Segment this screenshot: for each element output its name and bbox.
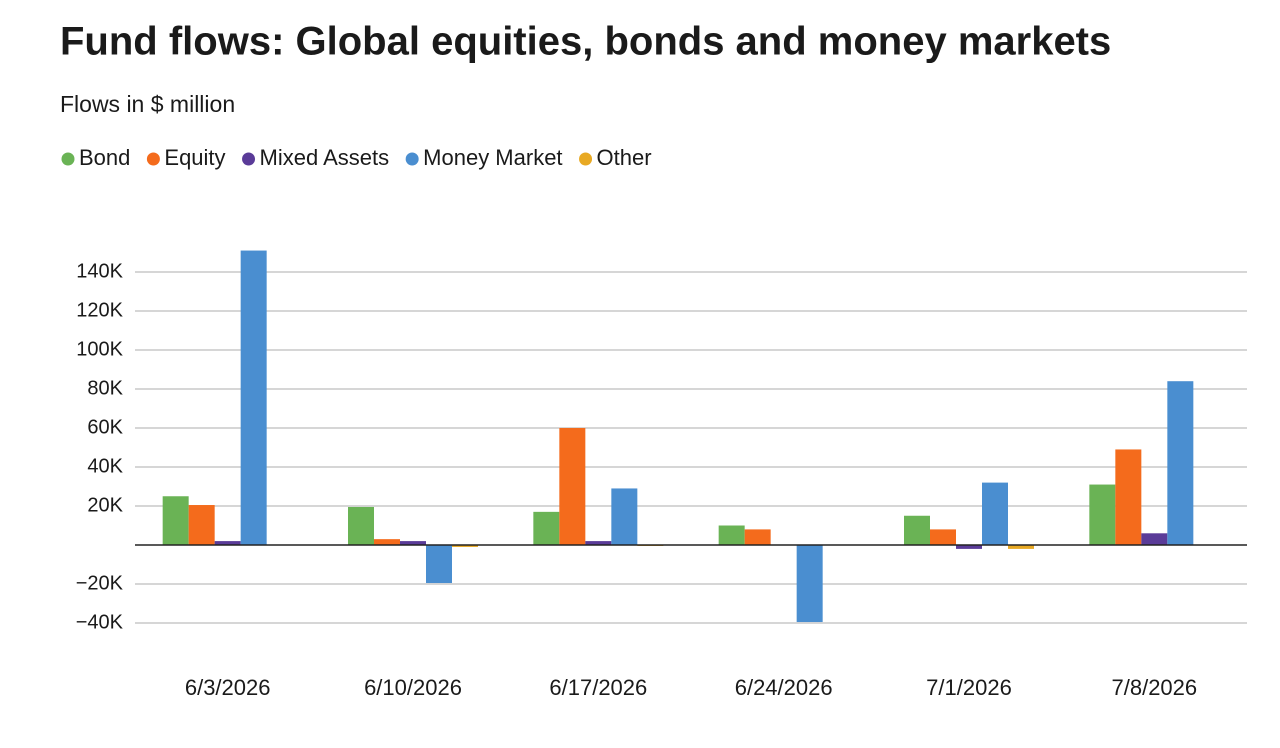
bar [400,541,426,545]
legend-label: Other [597,145,652,170]
y-tick-label: 20K [87,494,123,516]
legend-marker [579,152,593,166]
y-tick-label: −40K [76,611,124,633]
bar [162,496,189,545]
bar [1167,381,1194,545]
bar [188,505,215,545]
bar [744,529,771,545]
bar [240,250,267,546]
bar [930,529,956,545]
x-tick-label: 7/8/2026 [1112,675,1198,700]
legend-label: Mixed Assets [260,145,390,170]
chart-title: Fund flows: Global equities, bonds and m… [60,20,1111,64]
x-tick-label: 6/17/2026 [549,675,647,700]
legend-marker [242,152,256,166]
legend-marker [61,152,75,166]
x-tick-label: 6/10/2026 [364,675,462,700]
bar [1008,545,1034,549]
bar [1141,533,1168,545]
bar [718,525,745,545]
bar [796,545,823,623]
legend-label: Equity [164,145,225,170]
bar [904,515,930,545]
chart-subtitle: Flows in $ million [60,91,235,117]
legend-marker [405,152,419,166]
bar [426,545,452,584]
bar [214,541,241,545]
y-tick-label: −20K [76,572,124,594]
bar [982,482,1008,545]
legend-marker [146,152,160,166]
legend-label: Money Market [423,145,562,170]
y-tick-label: 100K [76,338,123,360]
legend-label: Bond [79,145,130,170]
bar [1115,449,1142,545]
y-tick-label: 140K [76,260,123,282]
x-tick-label: 6/3/2026 [185,675,271,700]
x-tick-label: 7/1/2026 [926,675,1012,700]
bar [611,488,638,545]
y-tick-label: 120K [76,299,123,321]
bar [533,511,560,545]
bar [956,545,982,549]
y-tick-label: 40K [87,455,123,477]
bar [585,541,612,545]
y-tick-label: 60K [87,416,123,438]
x-tick-label: 6/24/2026 [735,675,833,700]
bar [348,506,374,545]
bar [374,539,400,545]
bar [559,428,586,545]
bar [452,545,478,547]
bar [1089,484,1116,545]
y-tick-label: 80K [87,377,123,399]
